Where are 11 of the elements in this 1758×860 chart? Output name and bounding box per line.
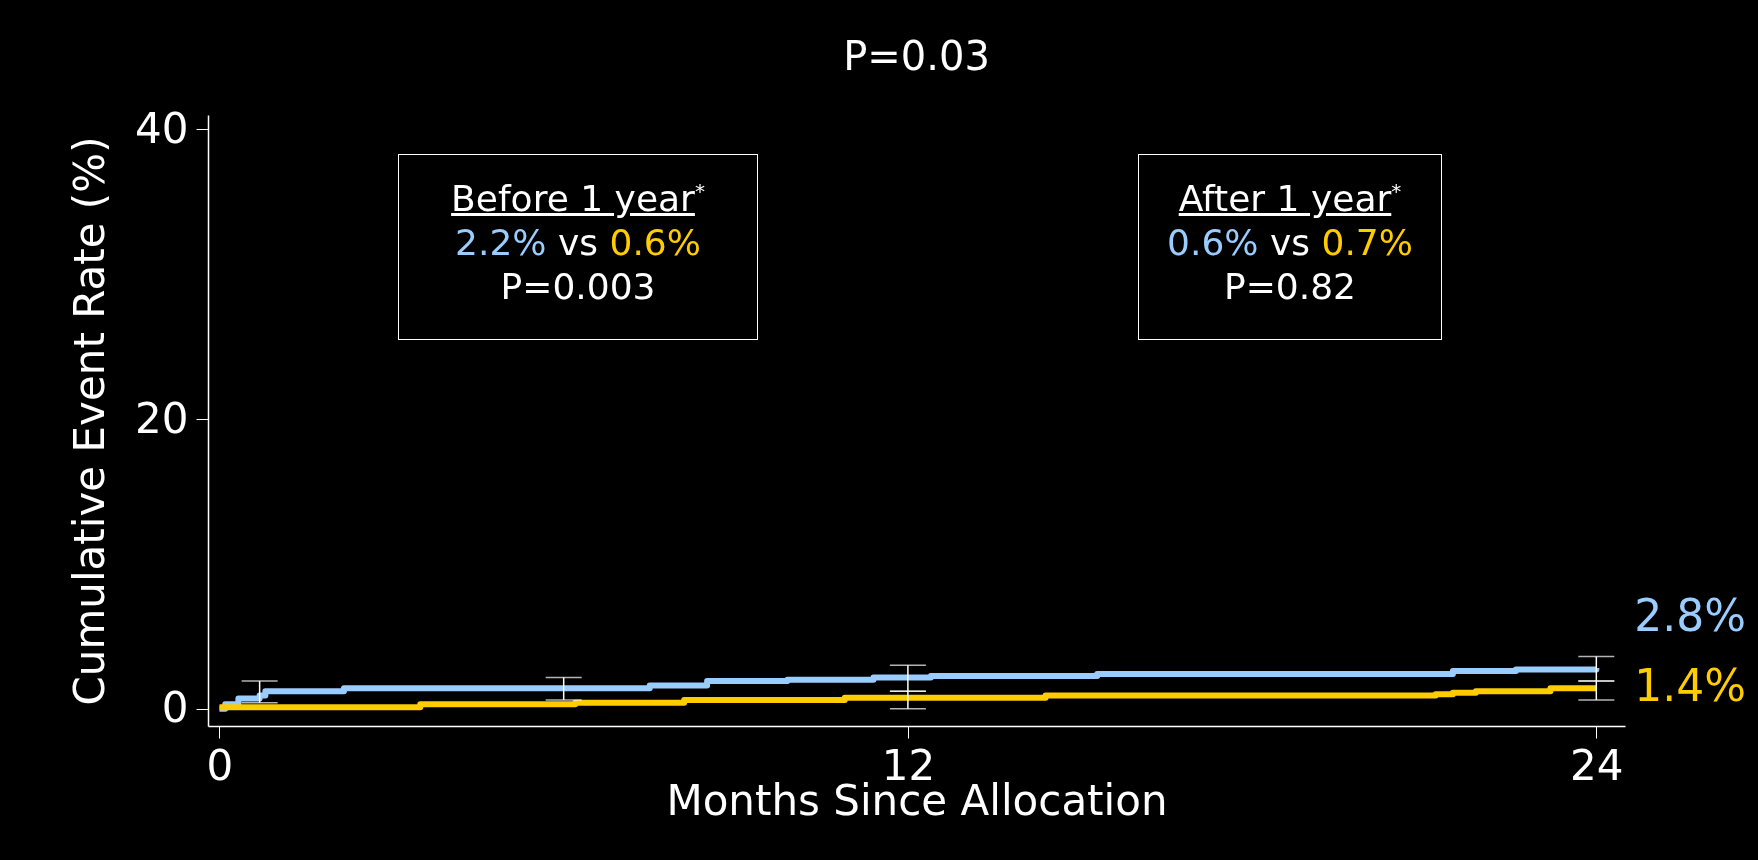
text: After 1 year$^{*}$ 0.6% vs 0.7% P=0.82: [1167, 178, 1413, 307]
x-tick-label: 24: [1570, 740, 1624, 790]
x-tick-label: 0: [206, 740, 234, 790]
y-tick-label: 20: [135, 393, 189, 443]
data-label: 1.4%: [1634, 660, 1747, 712]
text: Before 1 year$^{*}$ 2.2% vs 0.6% P=0.003: [451, 178, 705, 307]
data-label: 2.8%: [1634, 590, 1747, 642]
y-tick-label: 40: [135, 103, 189, 153]
y-axis-title: Cumulative Event Rate (%): [65, 136, 115, 706]
y-tick-label: 0: [161, 683, 189, 733]
chart-title: P=0.03: [843, 33, 990, 80]
